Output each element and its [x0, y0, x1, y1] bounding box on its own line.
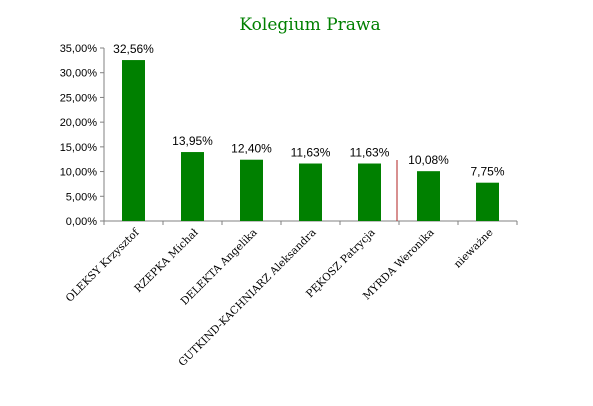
y-tick-label: 0,00%: [66, 216, 97, 228]
bar: [476, 182, 499, 221]
category-label: GUTKIND-KACHNIARZ Aleksandra: [176, 227, 318, 369]
y-tick-label: 25,00%: [60, 92, 98, 104]
data-label: 10,08%: [408, 153, 449, 167]
data-label: 11,63%: [350, 146, 390, 160]
bar: [299, 163, 322, 221]
bar: [181, 152, 204, 221]
data-label: 12,40%: [231, 142, 272, 156]
category-label: nieważne: [452, 227, 496, 271]
y-tick-label: 10,00%: [60, 167, 98, 179]
y-tick-label: 5,00%: [66, 191, 97, 203]
data-label: 7,75%: [470, 165, 504, 179]
bar: [122, 60, 145, 221]
data-label: 11,63%: [291, 146, 331, 160]
category-label: OLEKSY Krzysztof: [64, 226, 143, 305]
chart-title: Kolegium Prawa: [239, 15, 380, 35]
bar: [417, 171, 440, 221]
plot-area: 0,00% 5,00% 10,00% 15,00% 20,00% 25,00% 30,00%…: [60, 42, 518, 369]
bar: [240, 159, 263, 221]
y-tick-label: 20,00%: [60, 117, 98, 129]
bar: [358, 163, 381, 221]
y-tick-label: 30,00%: [60, 68, 98, 80]
category-label: RZEPKA Michał: [132, 226, 201, 295]
data-label: 32,56%: [113, 42, 154, 56]
y-tick-label: 35,00%: [60, 43, 98, 55]
data-label: 13,95%: [172, 134, 213, 148]
y-tick-label: 15,00%: [60, 142, 98, 154]
